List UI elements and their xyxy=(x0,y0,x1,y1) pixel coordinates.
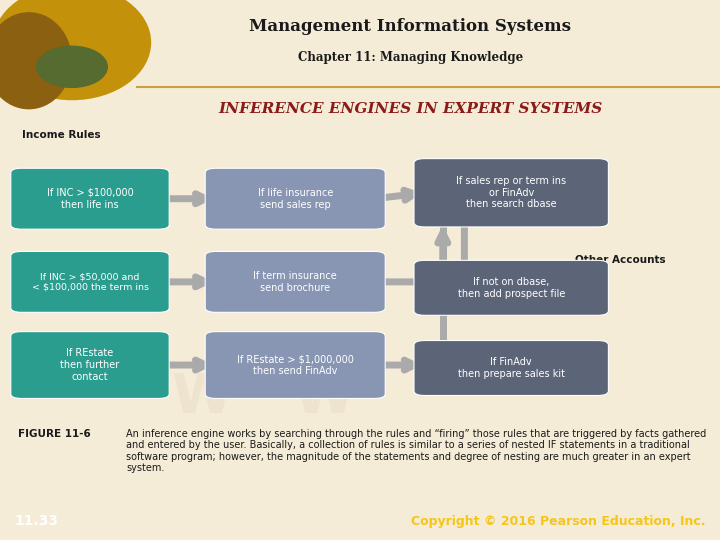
Text: W: W xyxy=(171,370,233,424)
FancyBboxPatch shape xyxy=(11,168,169,229)
Text: If not on dbase,
then add prospect file: If not on dbase, then add prospect file xyxy=(457,277,565,299)
Text: An inference engine works by searching through the rules and “firing” those rule: An inference engine works by searching t… xyxy=(126,429,706,474)
Text: If life insurance
send sales rep: If life insurance send sales rep xyxy=(258,188,333,210)
Text: If sales rep or term ins
or FinAdv
then search dbase: If sales rep or term ins or FinAdv then … xyxy=(456,176,566,210)
Text: Management Information Systems: Management Information Systems xyxy=(249,18,572,35)
Ellipse shape xyxy=(0,12,72,109)
Text: 11.33: 11.33 xyxy=(14,514,58,528)
Text: W: W xyxy=(293,370,355,424)
Text: FIGURE 11-6: FIGURE 11-6 xyxy=(18,429,91,438)
FancyBboxPatch shape xyxy=(205,332,385,399)
FancyBboxPatch shape xyxy=(11,332,169,399)
Text: INFERENCE ENGINES IN EXPERT SYSTEMS: INFERENCE ENGINES IN EXPERT SYSTEMS xyxy=(218,103,603,116)
Text: Other Accounts: Other Accounts xyxy=(575,254,666,265)
Ellipse shape xyxy=(36,45,108,88)
FancyBboxPatch shape xyxy=(414,260,608,315)
Text: Copyright © 2016 Pearson Education, Inc.: Copyright © 2016 Pearson Education, Inc. xyxy=(411,515,706,528)
Text: If FinAdv
then prepare sales kit: If FinAdv then prepare sales kit xyxy=(458,357,564,379)
Text: Income Rules: Income Rules xyxy=(22,131,100,140)
Text: If term insurance
send brochure: If term insurance send brochure xyxy=(253,271,337,293)
Text: If REstate > $1,000,000
then send FinAdv: If REstate > $1,000,000 then send FinAdv xyxy=(237,354,354,376)
FancyBboxPatch shape xyxy=(11,252,169,312)
FancyBboxPatch shape xyxy=(414,159,608,227)
Text: Chapter 11: Managing Knowledge: Chapter 11: Managing Knowledge xyxy=(298,51,523,64)
Text: If INC > $50,000 and
< $100,000 the term ins: If INC > $50,000 and < $100,000 the term… xyxy=(32,272,148,292)
Text: If INC > $100,000
then life ins: If INC > $100,000 then life ins xyxy=(47,188,133,210)
Text: If REstate
then further
contact: If REstate then further contact xyxy=(60,348,120,382)
FancyBboxPatch shape xyxy=(205,168,385,229)
FancyBboxPatch shape xyxy=(414,341,608,395)
Text: Real Estate Rules: Real Estate Rules xyxy=(22,288,125,298)
Ellipse shape xyxy=(0,0,151,100)
FancyBboxPatch shape xyxy=(205,252,385,312)
